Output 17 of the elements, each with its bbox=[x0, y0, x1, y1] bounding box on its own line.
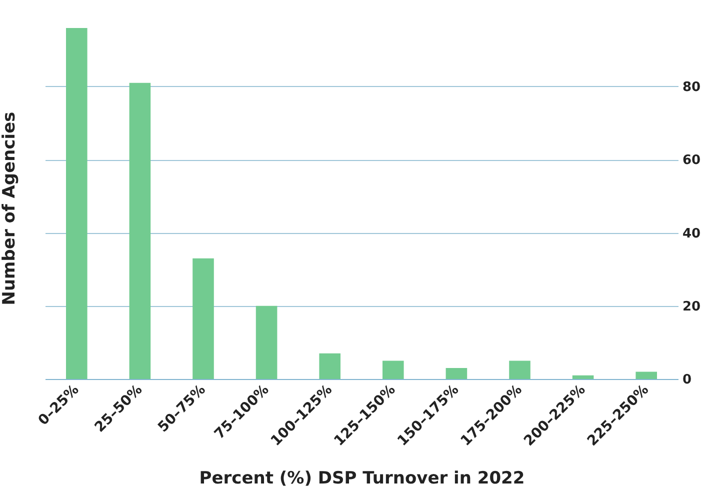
x-axis-title: Percent (%) DSP Turnover in 2022 bbox=[199, 468, 525, 489]
bar bbox=[129, 82, 151, 379]
y-tick-label: 60 bbox=[682, 153, 701, 168]
bar bbox=[192, 258, 214, 379]
bar bbox=[636, 372, 657, 379]
bar bbox=[382, 360, 404, 379]
y-axis-title: Number of Agencies bbox=[0, 112, 20, 306]
y-tick-label: 80 bbox=[682, 80, 701, 95]
y-tick-label: 40 bbox=[682, 226, 701, 242]
bar bbox=[66, 28, 88, 379]
bar bbox=[572, 375, 594, 379]
bar bbox=[509, 360, 530, 379]
bar bbox=[446, 368, 468, 379]
y-tick-label: 0 bbox=[682, 372, 692, 388]
bar bbox=[319, 353, 340, 379]
bar bbox=[256, 306, 278, 379]
y-tick-label: 20 bbox=[682, 299, 701, 314]
